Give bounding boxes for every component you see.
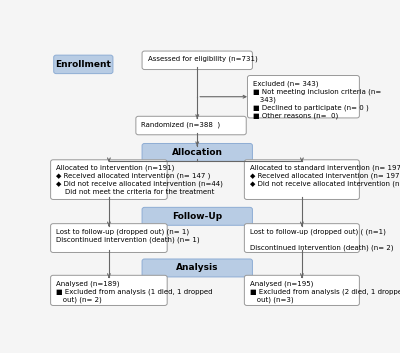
- FancyBboxPatch shape: [142, 207, 252, 225]
- Text: Excluded (n= 343)
■ Not meeting inclusion criteria (n=
   343)
■ Declined to par: Excluded (n= 343) ■ Not meeting inclusio…: [253, 80, 381, 119]
- FancyBboxPatch shape: [51, 275, 167, 305]
- Text: Randomized (n=388  ): Randomized (n=388 ): [142, 121, 220, 128]
- FancyBboxPatch shape: [136, 116, 246, 135]
- Text: Analysed (n=195)
■ Excluded from analysis (2 died, 1 dropped
   out) (n=3): Analysed (n=195) ■ Excluded from analysi…: [250, 280, 400, 303]
- FancyBboxPatch shape: [54, 55, 113, 74]
- Text: Lost to follow-up (dropped out) (n= 1)
Discontinued intervention (death) (n= 1): Lost to follow-up (dropped out) (n= 1) D…: [56, 228, 200, 243]
- FancyBboxPatch shape: [51, 224, 167, 252]
- FancyBboxPatch shape: [244, 224, 359, 252]
- Text: Allocated to standard intervention (n= 197)
◆ Received allocated intervention (n: Allocated to standard intervention (n= 1…: [250, 164, 400, 187]
- Text: Assessed for eligibility (n=731): Assessed for eligibility (n=731): [148, 56, 258, 62]
- FancyBboxPatch shape: [142, 259, 252, 277]
- Text: Allocated to intervention (n=191)
◆ Received allocated intervention (n= 147 )
◆ : Allocated to intervention (n=191) ◆ Rece…: [56, 164, 223, 195]
- Text: Follow-Up: Follow-Up: [172, 212, 222, 221]
- Text: Allocation: Allocation: [172, 148, 223, 157]
- FancyBboxPatch shape: [248, 76, 359, 118]
- FancyBboxPatch shape: [51, 160, 167, 199]
- Text: Analysed (n=189)
■ Excluded from analysis (1 died, 1 dropped
   out) (n= 2): Analysed (n=189) ■ Excluded from analysi…: [56, 280, 213, 303]
- FancyBboxPatch shape: [142, 51, 252, 70]
- FancyBboxPatch shape: [244, 275, 359, 305]
- FancyBboxPatch shape: [244, 160, 359, 199]
- Text: Analysis: Analysis: [176, 263, 218, 273]
- Text: Lost to follow-up (dropped out) ( (n=1)

Discontinued intervention (death) (n= 2: Lost to follow-up (dropped out) ( (n=1) …: [250, 228, 394, 251]
- FancyBboxPatch shape: [142, 143, 252, 161]
- Text: Enrollment: Enrollment: [55, 60, 111, 69]
